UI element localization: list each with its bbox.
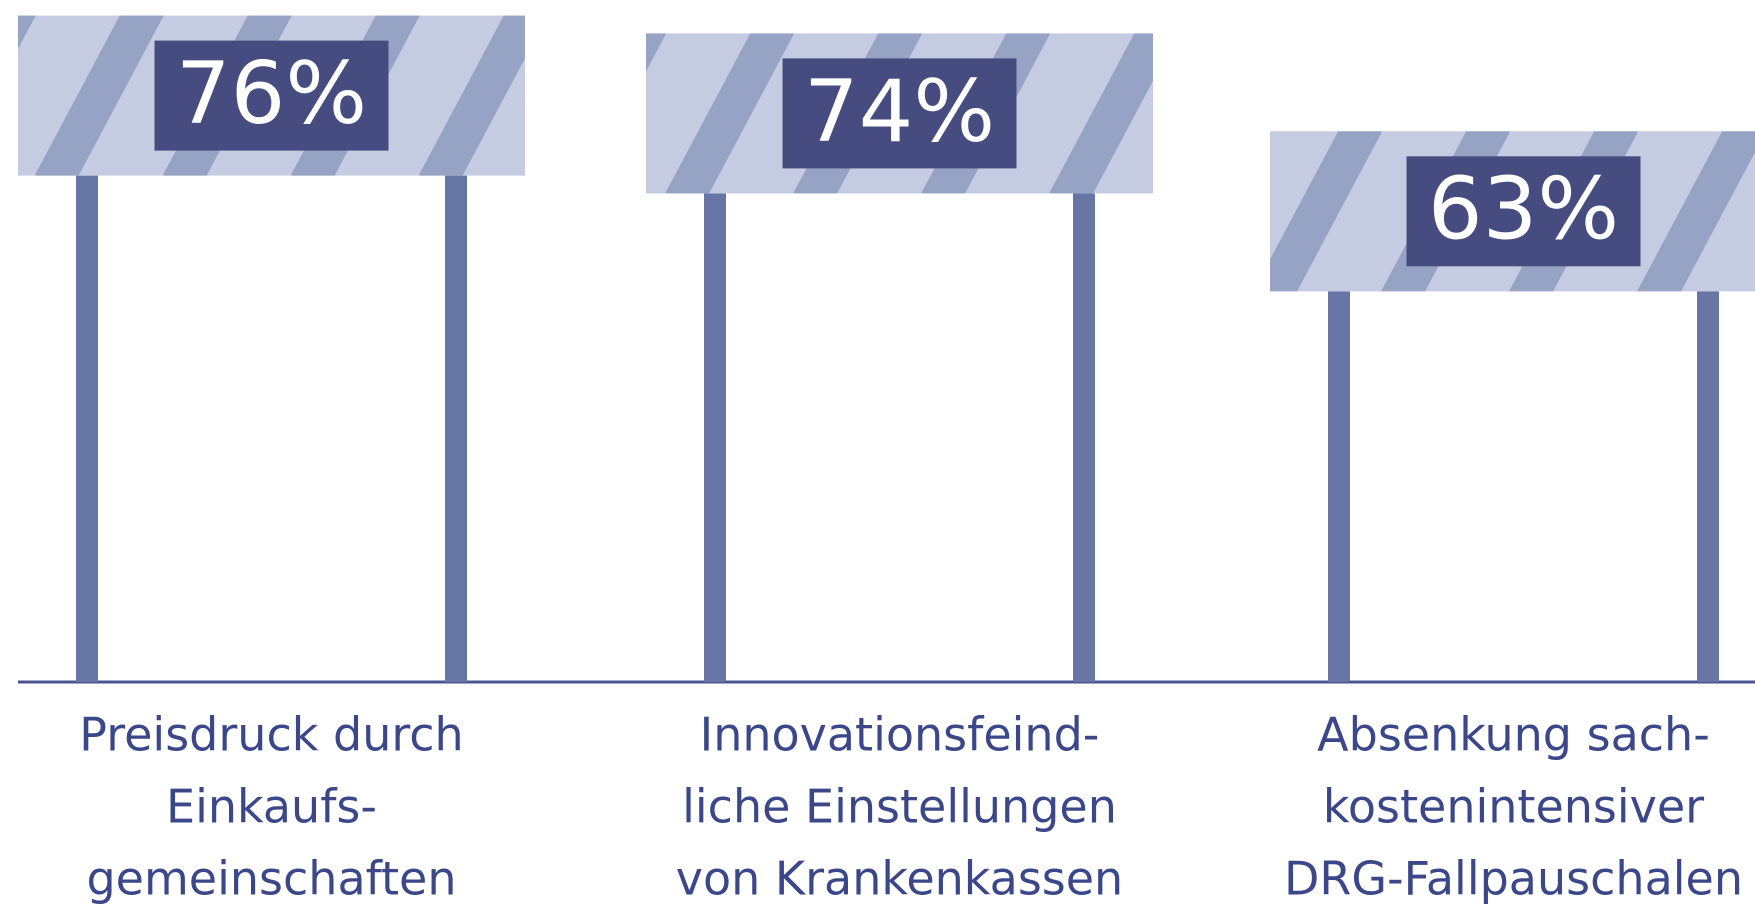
post [76,175,98,682]
value-label: 63% [1428,160,1619,260]
category-label: Absenkung sach- [1317,708,1710,762]
category-label: gemeinschaften [86,852,456,906]
category-label: Einkaufs- [166,780,377,834]
post [1073,193,1095,682]
value-label: 76% [176,44,367,144]
category-label: Preisdruck durch [79,708,463,762]
category-label: von Krankenkassen [676,852,1123,906]
post [1328,291,1350,682]
value-label: 74% [804,62,995,162]
barrier [646,33,1153,682]
category-label: Innovationsfeind- [700,708,1100,762]
post [445,175,467,682]
post [704,193,726,682]
category-label: kostenintensiver [1323,780,1704,834]
post [1697,291,1719,682]
barrier [1270,131,1755,682]
category-label: liche Einstellungen [682,780,1117,834]
value-box [154,40,389,151]
value-box [782,58,1017,169]
barrier [18,15,525,682]
value-box [1406,156,1641,267]
category-label: DRG-Fallpauschalen [1284,852,1743,906]
